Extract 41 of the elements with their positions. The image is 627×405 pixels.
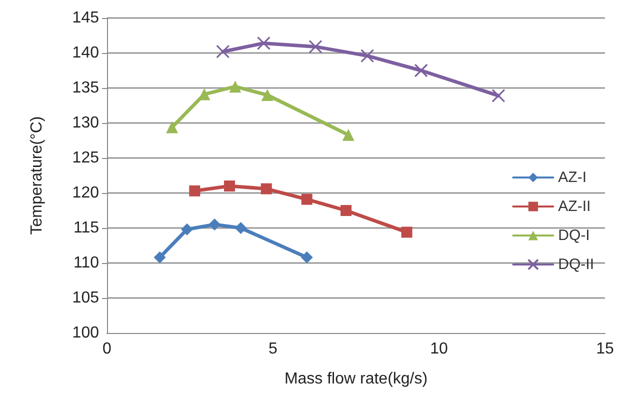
y-axis-title: Temperature(°C) (28, 116, 46, 235)
point (300, 251, 313, 264)
y-tick-label: 115 (73, 220, 100, 236)
point (256, 36, 271, 50)
y-tick-label: 105 (72, 290, 100, 306)
y-tick-label: 125 (72, 150, 100, 166)
point (189, 185, 200, 196)
x-tick-label: 0 (102, 340, 112, 358)
point (414, 64, 428, 78)
point (216, 44, 230, 58)
point (229, 80, 242, 93)
point (224, 180, 236, 192)
y-tick-label: 100 (72, 324, 100, 342)
point (340, 205, 352, 216)
y-tick-label: 120 (72, 184, 100, 202)
legend-label: AZ-I (558, 169, 587, 186)
point (360, 49, 374, 63)
point (308, 40, 322, 54)
y-tick-label: 130 (72, 114, 100, 132)
y-tick-label: 140 (72, 44, 100, 62)
point (208, 218, 221, 230)
y-tick-label: 145 (72, 10, 100, 26)
y-tick-label: 110 (73, 254, 100, 272)
x-tick-label: 5 (268, 340, 278, 358)
legend-label: AZ-II (558, 198, 591, 215)
x-tick-label: 15 (596, 340, 614, 358)
point (181, 223, 194, 236)
point (234, 222, 247, 234)
x-axis-title: Mass flow rate(kg/s) (284, 370, 428, 388)
y-tick-label: 135 (72, 80, 100, 96)
point (401, 226, 412, 238)
legend-label: DQ-II (558, 256, 594, 273)
legend-label: DQ-I (558, 227, 590, 244)
point (154, 251, 166, 264)
point (166, 121, 178, 134)
point (301, 194, 312, 205)
point (492, 88, 506, 102)
point (260, 183, 272, 194)
point (261, 89, 274, 101)
point (342, 128, 354, 141)
x-tick-label: 10 (430, 340, 448, 358)
